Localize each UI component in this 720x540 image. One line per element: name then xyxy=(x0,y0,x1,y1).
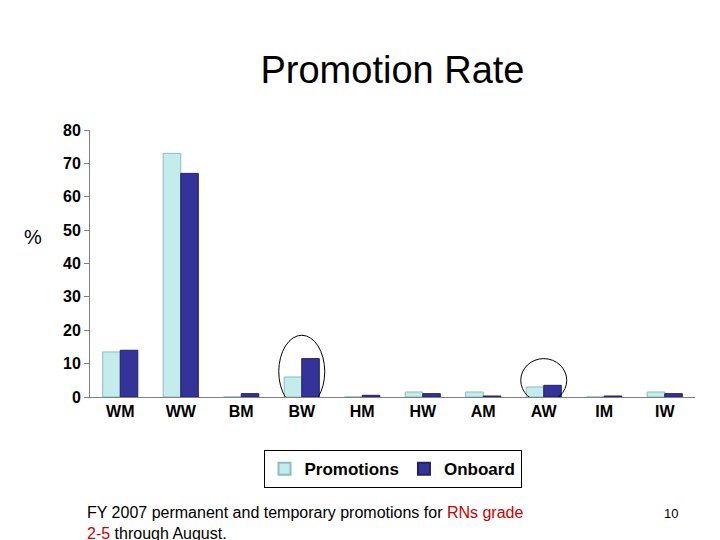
svg-text:%: % xyxy=(24,226,42,248)
svg-text:0: 0 xyxy=(72,389,81,406)
svg-text:Promotions: Promotions xyxy=(305,460,399,479)
svg-text:IM: IM xyxy=(595,403,613,420)
svg-text:40: 40 xyxy=(63,255,81,272)
svg-text:20: 20 xyxy=(63,322,81,339)
svg-text:IW: IW xyxy=(655,403,675,420)
svg-text:50: 50 xyxy=(63,222,81,239)
svg-text:FY 2007 permanent and temporar: FY 2007 permanent and temporary promotio… xyxy=(87,504,523,540)
svg-text:10: 10 xyxy=(63,355,81,372)
svg-text:70: 70 xyxy=(63,155,81,172)
svg-text:HW: HW xyxy=(409,403,437,420)
svg-text:Onboard: Onboard xyxy=(444,460,515,479)
svg-text:30: 30 xyxy=(63,288,81,305)
svg-text:BW: BW xyxy=(288,403,316,420)
svg-text:HM: HM xyxy=(350,403,375,420)
svg-text:80: 80 xyxy=(63,122,81,139)
svg-text:BM: BM xyxy=(229,403,254,420)
svg-text:AM: AM xyxy=(471,403,496,420)
svg-text:Promotion Rate: Promotion Rate xyxy=(260,49,524,91)
svg-text:WM: WM xyxy=(106,403,134,420)
svg-text:60: 60 xyxy=(63,188,81,205)
svg-text:WW: WW xyxy=(166,403,197,420)
svg-text:10: 10 xyxy=(664,506,678,521)
svg-text:AW: AW xyxy=(531,403,558,420)
